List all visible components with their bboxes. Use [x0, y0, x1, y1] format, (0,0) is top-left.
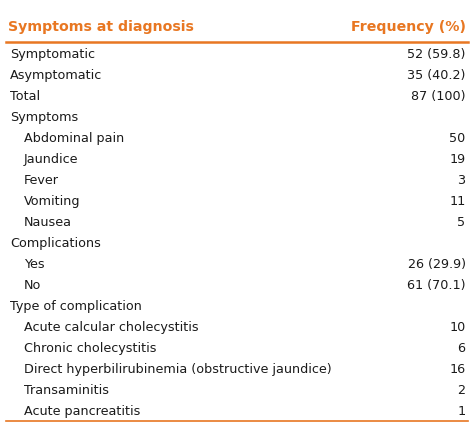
Text: Chronic cholecystitis: Chronic cholecystitis	[24, 342, 156, 355]
Text: 52 (59.8): 52 (59.8)	[407, 48, 465, 61]
Text: 2: 2	[457, 384, 465, 397]
Text: 5: 5	[457, 216, 465, 229]
Text: Yes: Yes	[24, 258, 45, 271]
Text: 35 (40.2): 35 (40.2)	[407, 69, 465, 82]
Text: Acute calcular cholecystitis: Acute calcular cholecystitis	[24, 321, 199, 334]
Text: 87 (100): 87 (100)	[411, 90, 465, 103]
Text: Type of complication: Type of complication	[10, 300, 142, 313]
Text: 19: 19	[449, 153, 465, 166]
Text: 6: 6	[457, 342, 465, 355]
Text: 11: 11	[449, 195, 465, 208]
Text: Nausea: Nausea	[24, 216, 72, 229]
Text: Transaminitis: Transaminitis	[24, 384, 109, 397]
Text: Total: Total	[10, 90, 40, 103]
Text: 1: 1	[457, 405, 465, 418]
Text: Asymptomatic: Asymptomatic	[10, 69, 102, 82]
Text: Symptomatic: Symptomatic	[10, 48, 95, 61]
Text: 3: 3	[457, 174, 465, 187]
Text: Symptoms at diagnosis: Symptoms at diagnosis	[9, 20, 194, 34]
Text: Fever: Fever	[24, 174, 59, 187]
Text: Frequency (%): Frequency (%)	[351, 20, 465, 34]
Text: No: No	[24, 279, 41, 292]
Text: Symptoms: Symptoms	[10, 111, 78, 124]
Text: 26 (29.9): 26 (29.9)	[408, 258, 465, 271]
Text: 50: 50	[449, 132, 465, 145]
Text: Complications: Complications	[10, 237, 101, 250]
Text: Direct hyperbilirubinemia (obstructive jaundice): Direct hyperbilirubinemia (obstructive j…	[24, 363, 332, 376]
Text: 16: 16	[449, 363, 465, 376]
Text: Jaundice: Jaundice	[24, 153, 79, 166]
Text: 10: 10	[449, 321, 465, 334]
Text: Acute pancreatitis: Acute pancreatitis	[24, 405, 140, 418]
Text: Vomiting: Vomiting	[24, 195, 81, 208]
Text: 61 (70.1): 61 (70.1)	[407, 279, 465, 292]
Text: Abdominal pain: Abdominal pain	[24, 132, 124, 145]
